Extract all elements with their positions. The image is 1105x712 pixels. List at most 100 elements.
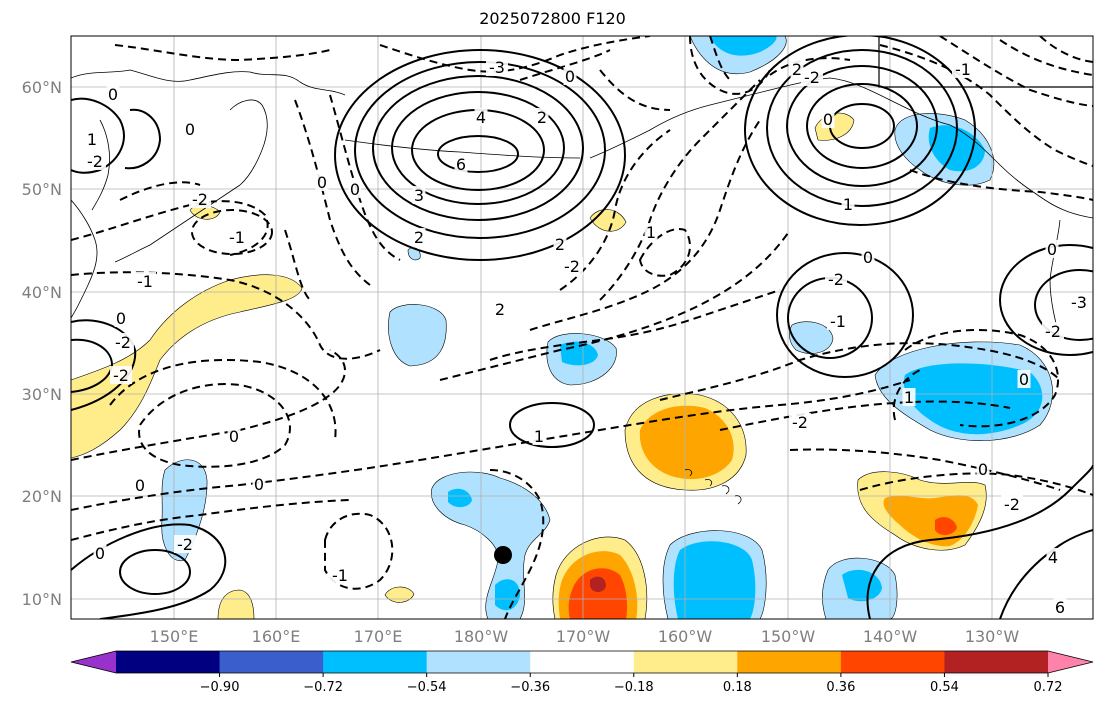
contour-label: -2	[110, 366, 132, 385]
contour-line	[437, 135, 519, 173]
contour-label: 0	[348, 180, 362, 199]
contour-line	[329, 94, 401, 261]
negative-anomaly-region	[673, 541, 756, 619]
contour-label: 0	[114, 309, 128, 328]
contour-label-text: -1	[830, 312, 846, 331]
negative-contours	[71, 36, 1093, 619]
colorbar-tick-label: −0.36	[510, 680, 550, 695]
kuril-islands	[114, 184, 241, 263]
contour-label: 0	[976, 460, 990, 479]
contour-label-text: -1	[332, 566, 348, 585]
colorbar-tick-label: 0.54	[930, 680, 959, 695]
contour-label: -3	[486, 58, 508, 77]
negative-anomaly-region	[448, 488, 472, 508]
contour-label: -2	[189, 190, 211, 209]
contour-line	[509, 402, 595, 448]
contour-lines	[71, 36, 1093, 619]
contour-label-text: 0	[1047, 240, 1057, 259]
contour-line	[119, 549, 191, 595]
contour-line	[999, 39, 1093, 76]
contour-label-text: -1	[229, 228, 245, 247]
alaska-coastline	[589, 77, 1093, 219]
contour-line	[939, 36, 1093, 107]
contour-label: -2	[801, 68, 823, 87]
contour-line	[439, 229, 791, 381]
contour-label: 0	[563, 67, 577, 86]
contour-label: -2	[1042, 322, 1064, 341]
contour-label: 1	[532, 427, 546, 446]
contour-line	[71, 349, 346, 461]
contour-line	[1034, 269, 1093, 341]
contour-label-text: 1	[646, 223, 656, 242]
contour-line	[999, 529, 1093, 619]
contour-label: 2	[553, 235, 567, 254]
contour-line	[71, 523, 227, 619]
lat-label: 20°N	[22, 487, 62, 506]
contour-label: 0	[1045, 240, 1059, 259]
contour-line	[372, 75, 584, 221]
coastlines	[71, 69, 1093, 505]
colorbar-extend-low	[71, 651, 116, 673]
contour-label-text: 2	[537, 108, 547, 127]
colorbar-segment	[219, 651, 324, 673]
contour-label-text: -2	[177, 535, 193, 554]
positive-anomaly-region	[935, 517, 957, 536]
colorbar-segment	[426, 651, 531, 673]
contour-label: 1	[902, 388, 916, 407]
contour-line	[786, 65, 938, 187]
contour-line	[879, 44, 1093, 167]
negative-anomaly-region	[431, 471, 551, 619]
contour-line	[191, 209, 273, 255]
contour-label: 1	[644, 223, 658, 242]
contour-label: -2	[789, 413, 811, 432]
contour-label: 2	[535, 108, 549, 127]
colorbar-segment	[633, 651, 738, 673]
contour-label-text: 1	[843, 195, 853, 214]
contour-label-text: 0	[95, 544, 105, 563]
contour-label: -1	[134, 272, 156, 291]
colorbar-segment	[116, 651, 221, 673]
contour-label: -2	[825, 270, 847, 289]
colorbar-tick-label: −0.72	[303, 680, 343, 695]
contour-label-text: 0	[565, 67, 575, 86]
contour-line	[744, 36, 976, 226]
contour-line	[391, 91, 565, 205]
contour-label-text: 6	[456, 155, 466, 174]
contour-label-text: -2	[115, 333, 131, 352]
lon-label: 130°W	[965, 627, 1020, 646]
contour-line	[294, 99, 371, 286]
contour-line	[1039, 36, 1093, 63]
contour-label: 0	[106, 85, 120, 104]
lat-label: 10°N	[22, 590, 62, 609]
contour-label: -2	[561, 257, 583, 276]
contour-label: 4	[1046, 548, 1060, 567]
contour-label-text: -2	[1045, 322, 1061, 341]
contour-line	[766, 49, 958, 207]
colorbar-segment	[840, 651, 945, 673]
contour-label: 0	[93, 544, 107, 563]
contour-label-text: 0	[108, 85, 118, 104]
contour-label: 3	[412, 186, 426, 205]
colorbar-tick-label: 0.72	[1034, 680, 1063, 695]
contour-label-text: -2	[792, 413, 808, 432]
colorbar-extend-high	[1048, 651, 1093, 673]
colorbar-tick-label: −0.54	[407, 680, 447, 695]
colorbar-tick-label: −0.90	[200, 680, 240, 695]
colorbar-outline	[70, 650, 1094, 674]
contour-label: 0	[315, 173, 329, 192]
contour-label-text: -3	[1071, 293, 1087, 312]
contour-line	[529, 119, 761, 331]
negative-anomaly-region	[710, 36, 777, 56]
contour-label-text: 2	[792, 60, 802, 79]
lon-label: 170°W	[556, 627, 611, 646]
contour-label-text: -2	[804, 68, 820, 87]
contour-label: -2	[112, 333, 134, 352]
contour-line	[769, 57, 851, 76]
contour-label: 1	[85, 130, 99, 149]
contour-line	[689, 36, 771, 95]
contour-label-text: -2	[564, 257, 580, 276]
negative-anomaly-region	[495, 579, 520, 611]
positive-anomaly-region	[590, 576, 606, 592]
lat-label: 30°N	[22, 385, 62, 404]
positive-contours	[71, 36, 1093, 619]
